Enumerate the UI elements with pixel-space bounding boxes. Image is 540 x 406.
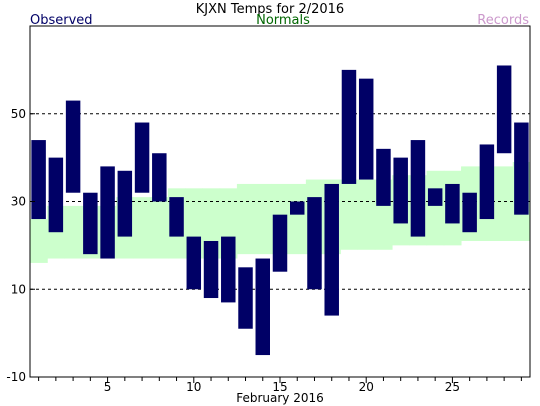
normal-band-day-16 [288,183,307,255]
normal-band-day-1 [30,219,48,263]
normal-band-day-11 [202,188,221,259]
observed-bar-day-17 [307,197,322,290]
observed-bar-day-1 [31,140,46,220]
normal-band-day-24 [426,170,445,246]
x-tick-label-15: 15 [272,380,287,394]
observed-bar-day-29 [514,122,529,215]
x-tick-label-10: 10 [186,380,201,394]
observed-bar-day-19 [341,69,357,184]
observed-bar-day-16 [290,201,305,215]
observed-bars [31,65,529,356]
observed-bar-day-10 [186,236,202,290]
normal-band-day-20 [357,179,376,250]
x-tick-label-5: 5 [104,380,112,394]
observed-bar-day-13 [238,267,253,329]
y-tick-label--10: -10 [6,370,26,384]
chart-title: KJXN Temps for 2/2016 [196,2,344,17]
observed-bar-day-22 [393,157,408,224]
x-tick-label-25: 25 [445,380,460,394]
normal-band-day-13 [236,183,255,255]
x-tick-label-20: 20 [359,380,374,394]
observed-bar-day-2 [48,157,64,233]
observed-bar-day-6 [117,170,133,237]
x-axis-label: February 2016 [236,391,324,405]
observed-bar-day-15 [272,214,288,272]
observed-bar-day-20 [358,78,374,180]
observed-bar-day-18 [324,183,339,316]
y-tick-label-50: 50 [11,107,26,121]
observed-bar-day-4 [83,192,98,255]
observed-bar-day-21 [376,148,391,206]
observed-bar-day-27 [479,144,495,220]
y-tick-label-30: 30 [11,195,26,209]
legend-normals: Normals [256,13,310,28]
normal-band-day-7 [133,197,152,259]
observed-bar-day-8 [152,153,167,202]
normal-band-day-19 [340,179,359,250]
normal-band-day-28 [495,166,514,241]
observed-bar-day-11 [203,240,219,299]
legend-records: Records [477,13,529,28]
observed-bar-day-26 [462,192,477,233]
observed-bar-day-7 [134,122,150,193]
observed-bar-day-5 [100,166,115,259]
y-tick-label-10: 10 [11,282,26,296]
observed-bar-day-25 [445,183,460,224]
normal-band-day-8 [150,197,169,259]
observed-bar-day-3 [65,100,81,193]
normal-band-day-14 [254,183,272,255]
normal-band-day-3 [64,205,83,259]
legend-observed: Observed [30,13,93,28]
observed-bar-day-28 [496,65,512,154]
x-axis-ticks: 5 10 15 20 25 [38,377,522,394]
y-axis-ticks: -10 10 30 50 [6,107,35,384]
observed-bar-day-14 [255,258,270,356]
observed-bar-day-23 [410,140,426,237]
observed-bar-day-9 [169,197,184,237]
observed-bar-day-12 [221,236,236,303]
observed-bar-day-24 [427,188,443,206]
